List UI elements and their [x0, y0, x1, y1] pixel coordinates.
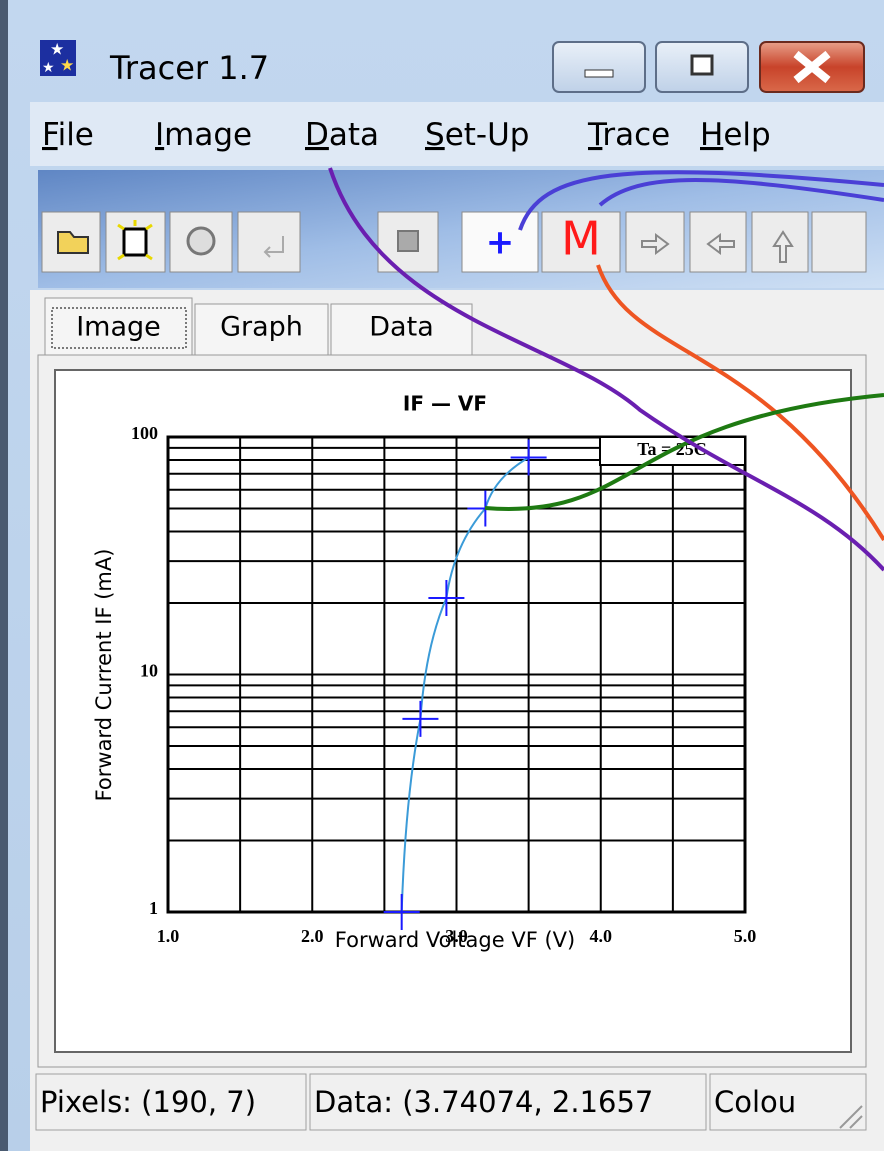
close-button[interactable] — [760, 42, 864, 92]
status-text: Pixels: (190, 7) — [40, 1085, 256, 1119]
x-tick-label: 2.0 — [301, 926, 324, 946]
status-text: Data: (3.74074, 2.1657 — [314, 1085, 653, 1119]
add-point-tool[interactable]: + — [486, 223, 515, 263]
x-axis-label: Forward Voltage VF (V) — [335, 928, 575, 952]
app-icon: ★★★ — [40, 40, 76, 77]
menu-item[interactable]: Trace — [587, 117, 670, 153]
minimize-button[interactable] — [553, 42, 645, 92]
menu-item[interactable]: Image — [155, 117, 252, 153]
y-tick-label: 1 — [149, 898, 158, 918]
menu-item[interactable]: Set-Up — [425, 117, 529, 153]
x-tick-label: 1.0 — [157, 926, 180, 946]
chart-title: IF — VF — [403, 392, 487, 416]
menu-item[interactable]: Help — [700, 117, 771, 153]
toolbar-button[interactable] — [690, 212, 746, 272]
window-title: Tracer 1.7 — [109, 49, 269, 87]
tab-label[interactable]: Data — [369, 312, 433, 343]
svg-text:★: ★ — [60, 56, 74, 75]
menu-item[interactable]: Data — [305, 117, 379, 153]
x-tick-label: 5.0 — [734, 926, 757, 946]
tracer-window: ★★★ Tracer 1.7 FileImageDataSet-UpTraceH… — [0, 0, 884, 1151]
svg-text:★: ★ — [42, 60, 55, 76]
measure-tool[interactable]: M — [561, 212, 601, 266]
tab-label[interactable]: Image — [76, 312, 161, 343]
y-tick-label: 10 — [140, 661, 158, 681]
menu-item[interactable]: File — [42, 117, 94, 153]
maximize-button[interactable] — [656, 42, 748, 92]
toolbar-button[interactable] — [238, 212, 300, 272]
frame-edge — [0, 0, 8, 1151]
status-text: Colou — [714, 1085, 796, 1119]
tab-label[interactable]: Graph — [220, 312, 303, 343]
y-tick-label: 100 — [131, 423, 158, 443]
y-axis-label: Forward Current IF (mA) — [92, 549, 116, 802]
x-tick-label: 4.0 — [590, 926, 613, 946]
toolbar-button[interactable] — [812, 212, 866, 272]
